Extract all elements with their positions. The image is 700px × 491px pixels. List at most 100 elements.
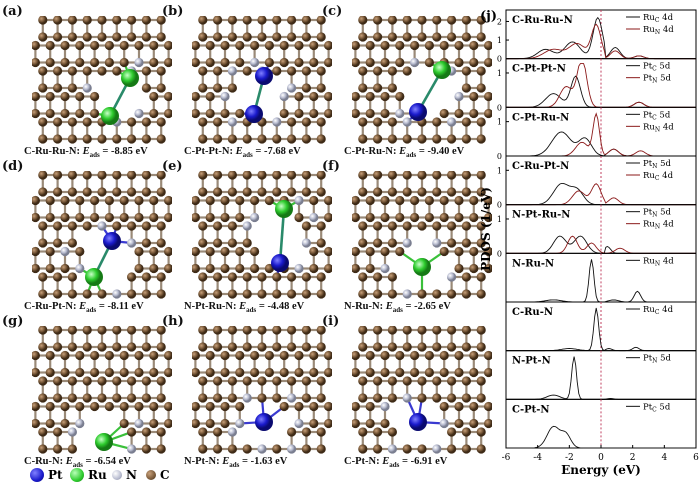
carbon-atom <box>324 91 332 102</box>
carbon-atom <box>38 393 48 403</box>
carbon-atom <box>373 16 383 25</box>
carbon-atom <box>205 350 215 361</box>
carbon-atom <box>287 376 297 386</box>
carbon-atom <box>60 367 70 378</box>
carbon-atom <box>205 57 215 68</box>
carbon-atom <box>380 91 390 102</box>
carbon-atom <box>205 418 215 429</box>
carbon-atom <box>192 350 200 361</box>
carbon-atom <box>380 246 390 257</box>
carbon-atom <box>82 171 92 180</box>
carbon-atom <box>264 40 274 51</box>
c-atom-icon <box>146 470 156 480</box>
carbon-atom <box>213 117 223 127</box>
x-tick-label: 4 <box>661 453 667 463</box>
carbon-atom <box>141 444 151 454</box>
carbon-atom <box>476 134 486 144</box>
carbon-atom <box>410 350 420 361</box>
carbon-atom <box>309 108 319 119</box>
carbon-atom <box>82 289 92 299</box>
carbon-atom <box>134 350 144 361</box>
carbon-atom <box>32 418 40 429</box>
carbon-atom <box>75 401 85 412</box>
carbon-atom <box>316 171 326 180</box>
carbon-atom <box>402 16 412 25</box>
carbon-atom <box>141 376 151 386</box>
legend-orbital: 4d <box>659 13 673 23</box>
panel-label: (i) <box>322 314 340 329</box>
carbon-atom <box>476 289 486 299</box>
legend-element: Ru <box>643 171 655 181</box>
legend-element: Ru <box>643 13 655 23</box>
carbon-atom <box>67 272 77 282</box>
legend-entry: PtC 5d <box>643 110 671 121</box>
carbon-atom <box>324 108 332 119</box>
carbon-atom <box>461 16 471 25</box>
carbon-atom <box>149 108 159 119</box>
carbon-atom <box>75 91 85 102</box>
carbon-atom <box>257 326 267 335</box>
legend-site: C <box>655 175 660 182</box>
pt-atom <box>103 232 121 250</box>
eads-value: -6.91 eV <box>410 456 448 467</box>
carbon-atom <box>134 263 144 274</box>
carbon-atom <box>439 401 449 412</box>
carbon-atom <box>38 32 48 42</box>
carbon-atom <box>469 401 479 412</box>
nitrogen-atom <box>242 221 252 231</box>
x-axis-label: Energy (eV) <box>561 463 641 477</box>
carbon-atom <box>205 367 215 378</box>
panel-label: (f) <box>322 159 340 174</box>
pt-atom <box>409 103 427 121</box>
carbon-atom <box>476 342 486 352</box>
carbon-atom <box>127 272 137 282</box>
carbon-atom <box>264 195 274 206</box>
carbon-atom <box>272 66 282 76</box>
carbon-atom <box>387 427 397 437</box>
carbon-atom <box>439 246 449 257</box>
carbon-atom <box>213 342 223 352</box>
carbon-atom <box>484 350 492 361</box>
legend-site: C <box>655 309 660 316</box>
nitrogen-atom <box>402 117 412 127</box>
carbon-atom <box>32 40 40 51</box>
carbon-atom <box>387 117 397 127</box>
carbon-atom <box>213 83 223 93</box>
carbon-atom <box>32 195 40 206</box>
structure-panel <box>352 326 492 454</box>
carbon-atom <box>192 57 200 68</box>
carbon-atom <box>149 91 159 102</box>
carbon-atom <box>53 342 63 352</box>
carbon-atom <box>60 195 70 206</box>
carbon-atom <box>316 117 326 127</box>
carbon-atom <box>164 246 172 257</box>
carbon-atom <box>432 134 442 144</box>
carbon-atom <box>112 393 122 403</box>
carbon-atom <box>205 212 215 223</box>
carbon-atom <box>242 342 252 352</box>
config-name: C-Pt-Ru-N <box>344 146 393 157</box>
carbon-atom <box>127 376 137 386</box>
carbon-atom <box>257 171 267 180</box>
carbon-atom <box>264 350 274 361</box>
carbon-atom <box>447 326 457 335</box>
carbon-atom <box>461 187 471 197</box>
carbon-atom <box>235 57 245 68</box>
atom-network <box>352 326 492 454</box>
carbon-atom <box>287 289 297 299</box>
carbon-atom <box>387 342 397 352</box>
config-name: N-Pt-Ru-N <box>184 301 233 312</box>
carbon-atom <box>380 57 390 68</box>
eads-symbol: E <box>385 301 393 312</box>
legend-entry: RuN 4d <box>643 25 674 36</box>
carbon-atom <box>220 195 230 206</box>
legend-element: Ru <box>643 25 655 35</box>
carbon-atom <box>141 238 151 248</box>
carbon-atom <box>352 40 360 51</box>
legend-entry: RuC 4d <box>643 13 674 24</box>
carbon-atom <box>227 326 237 335</box>
carbon-atom <box>469 108 479 119</box>
legend-orbital: 5d <box>657 62 671 72</box>
carbon-atom <box>67 326 77 335</box>
carbon-atom <box>198 16 208 25</box>
